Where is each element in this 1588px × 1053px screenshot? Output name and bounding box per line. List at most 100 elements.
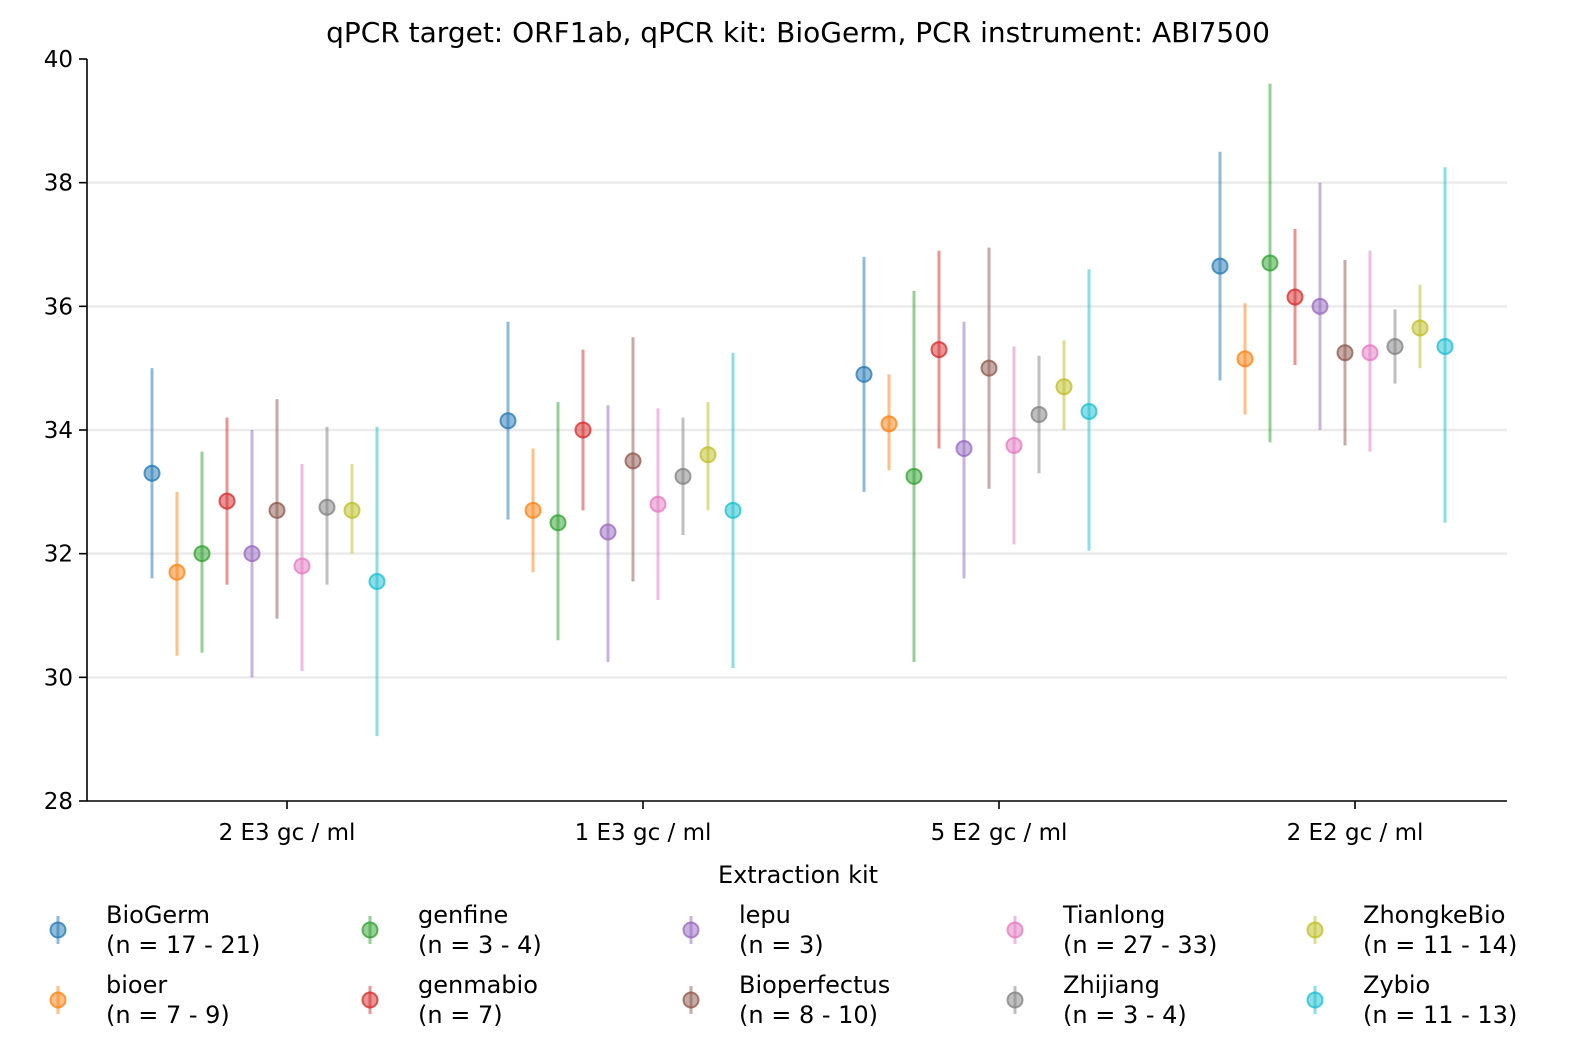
legend-marker <box>1006 921 1024 939</box>
series-tianlong <box>293 250 1379 672</box>
legend-marker <box>682 921 700 939</box>
legend: BioGerm(n = 17 - 21) bioer(n = 7 - 9) genf… <box>49 901 1517 1029</box>
legend-label: genmabio <box>418 971 538 999</box>
y-tick-label: 32 <box>44 542 73 568</box>
data-point <box>168 563 186 581</box>
data-point <box>1361 344 1379 362</box>
legend-count: (n = 11 - 13) <box>1363 1001 1517 1029</box>
x-tick-label: 2 E3 gc / ml <box>219 820 356 846</box>
legend-count: (n = 11 - 14) <box>1363 931 1517 959</box>
data-point <box>955 440 973 458</box>
legend-entry-biogerm: BioGerm(n = 17 - 21) <box>49 901 260 959</box>
data-point <box>1386 338 1404 356</box>
data-point <box>1336 344 1354 362</box>
data-point <box>1436 338 1454 356</box>
data-point <box>855 365 873 383</box>
data-point <box>1055 378 1073 396</box>
legend-count: (n = 3 - 4) <box>1063 1001 1187 1029</box>
legend-marker <box>49 921 67 939</box>
legend-marker <box>361 921 379 939</box>
series-bioperfectus <box>268 247 1354 619</box>
legend-entry-zhijiang: Zhijiang(n = 3 - 4) <box>1006 971 1187 1029</box>
data-point <box>624 452 642 470</box>
data-point <box>574 421 592 439</box>
series-genmabio <box>218 229 1304 585</box>
legend-count: (n = 3 - 4) <box>418 931 542 959</box>
data-point <box>143 464 161 482</box>
data-point <box>293 557 311 575</box>
data-marks <box>143 83 1454 737</box>
legend-count: (n = 17 - 21) <box>106 931 260 959</box>
legend-label: Zybio <box>1363 971 1430 999</box>
legend-entry-zhongkebio: ZhongkeBio(n = 11 - 14) <box>1306 901 1517 959</box>
legend-count: (n = 8 - 10) <box>739 1001 878 1029</box>
legend-entry-zybio: Zybio(n = 11 - 13) <box>1306 971 1517 1029</box>
data-point <box>549 514 567 532</box>
data-point <box>1005 436 1023 454</box>
y-tick-label: 30 <box>44 665 73 691</box>
series-genfine <box>193 83 1279 662</box>
data-point <box>1411 319 1429 337</box>
data-point <box>368 572 386 590</box>
chart-title: qPCR target: ORF1ab, qPCR kit: BioGerm, … <box>326 16 1270 49</box>
legend-count: (n = 3) <box>739 931 824 959</box>
legend-entry-bioperfectus: Bioperfectus(n = 8 - 10) <box>682 971 890 1029</box>
data-point <box>1211 257 1229 275</box>
data-point <box>1080 402 1098 420</box>
legend-entry-genfine: genfine(n = 3 - 4) <box>361 901 542 959</box>
data-point <box>243 545 261 563</box>
data-point <box>1236 350 1254 368</box>
data-point <box>724 501 742 519</box>
data-point <box>318 498 336 516</box>
data-point <box>193 545 211 563</box>
x-tick-label: 1 E3 gc / ml <box>575 820 712 846</box>
x-tick-label: 5 E2 gc / ml <box>931 820 1068 846</box>
legend-label: Tianlong <box>1062 901 1165 929</box>
x-axis-label: Extraction kit <box>718 861 878 889</box>
data-point <box>699 446 717 464</box>
data-point <box>930 341 948 359</box>
legend-count: (n = 27 - 33) <box>1063 931 1217 959</box>
data-point <box>1286 288 1304 306</box>
legend-count: (n = 7 - 9) <box>106 1001 230 1029</box>
y-tick-label: 38 <box>44 171 73 197</box>
legend-marker <box>49 991 67 1009</box>
legend-label: Bioperfectus <box>739 971 890 999</box>
legend-entry-genmabio: genmabio(n = 7) <box>361 971 538 1029</box>
legend-marker <box>361 991 379 1009</box>
legend-entry-lepu: lepu(n = 3) <box>682 901 824 959</box>
y-tick-label: 28 <box>44 789 73 815</box>
legend-label: lepu <box>739 901 791 929</box>
legend-label: ZhongkeBio <box>1363 901 1505 929</box>
y-tick-label: 36 <box>44 294 73 320</box>
x-tick-label: 2 E2 gc / ml <box>1287 820 1424 846</box>
data-point <box>343 501 361 519</box>
data-point <box>218 492 236 510</box>
data-point <box>1311 297 1329 315</box>
series-zhijiang <box>318 309 1404 585</box>
data-point <box>980 359 998 377</box>
data-point <box>674 467 692 485</box>
data-point <box>880 415 898 433</box>
y-axis: 28 30 32 34 36 38 40 <box>44 47 87 815</box>
legend-label: BioGerm <box>106 901 210 929</box>
data-point <box>599 523 617 541</box>
series-zybio <box>368 167 1454 737</box>
legend-label: genfine <box>418 901 508 929</box>
data-point <box>524 501 542 519</box>
legend-label: bioer <box>106 971 167 999</box>
x-axis: 2 E3 gc / ml 1 E3 gc / ml 5 E2 gc / ml 2 E2… <box>219 801 1424 846</box>
legend-marker <box>682 991 700 1009</box>
y-tick-label: 40 <box>44 47 73 73</box>
y-tick-label: 34 <box>44 418 73 444</box>
series-bioer <box>168 303 1254 656</box>
data-point <box>499 412 517 430</box>
legend-count: (n = 7) <box>418 1001 503 1029</box>
legend-label: Zhijiang <box>1063 971 1160 999</box>
data-point <box>1261 254 1279 272</box>
legend-marker <box>1306 921 1324 939</box>
legend-entry-tianlong: Tianlong(n = 27 - 33) <box>1006 901 1217 959</box>
series-biogerm <box>143 151 1229 579</box>
series-zhongkebio <box>343 284 1429 554</box>
